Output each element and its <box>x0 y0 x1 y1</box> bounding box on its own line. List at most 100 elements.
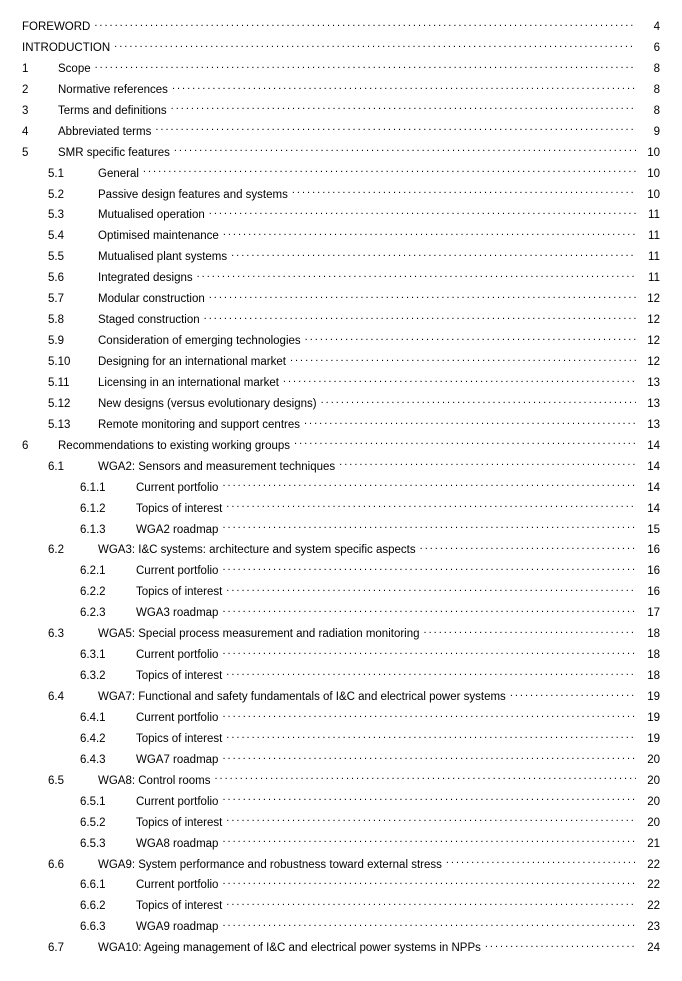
toc-entry-number: 6.5 <box>48 774 98 789</box>
toc-leader-dots <box>446 856 636 868</box>
toc-leader-dots <box>114 39 636 51</box>
toc-leader-dots <box>222 709 636 721</box>
toc-entry-title: Current portfolio <box>136 711 222 726</box>
toc-entry-page: 20 <box>636 753 660 768</box>
toc-entry-title: Current portfolio <box>136 564 222 579</box>
toc-entry: 6.6WGA9: System performance and robustne… <box>22 856 660 872</box>
toc-entry-page: 13 <box>636 397 660 412</box>
toc-leader-dots <box>143 165 636 177</box>
toc-entry-number: 6.1.2 <box>80 502 136 517</box>
toc-entry: 5.11Licensing in an international market… <box>22 374 660 390</box>
toc-entry-title: WGA9: System performance and robustness … <box>98 858 446 873</box>
toc-entry: 5.8Staged construction12 <box>22 312 660 328</box>
toc-page: FOREWORD4INTRODUCTION61Scope82Normative … <box>0 0 682 981</box>
toc-entry: 5.9Consideration of emerging technologie… <box>22 333 660 349</box>
toc-entry-title: Current portfolio <box>136 878 222 893</box>
toc-entry-number: 6.2.2 <box>80 585 136 600</box>
toc-entry-page: 16 <box>636 585 660 600</box>
toc-entry: 1Scope8 <box>22 60 660 76</box>
toc-entry-number: 5.12 <box>48 397 98 412</box>
toc-entry-title: WGA8 roadmap <box>136 837 222 852</box>
toc-entry-title: Integrated designs <box>98 271 197 286</box>
toc-entry-page: 13 <box>636 418 660 433</box>
toc-entry-page: 11 <box>636 229 660 244</box>
toc-leader-dots <box>226 814 636 826</box>
toc-entry-title: Current portfolio <box>136 648 222 663</box>
toc-entry-title: SMR specific features <box>58 146 174 161</box>
toc-entry-number: 1 <box>22 62 58 77</box>
toc-leader-dots <box>420 542 636 554</box>
toc-entry-number: 4 <box>22 125 58 140</box>
toc-entry-title: WGA3 roadmap <box>136 606 222 621</box>
toc-entry-number: 6.1.3 <box>80 523 136 538</box>
toc-entry-title: Normative references <box>58 83 172 98</box>
toc-entry-page: 19 <box>636 690 660 705</box>
toc-leader-dots <box>222 877 636 889</box>
toc-entry-number: 6.2.1 <box>80 564 136 579</box>
toc-entry-page: 19 <box>636 732 660 747</box>
toc-entry-number: 5.10 <box>48 355 98 370</box>
toc-entry-title: New designs (versus evolutionary designs… <box>98 397 321 412</box>
toc-entry-page: 9 <box>636 125 660 140</box>
toc-leader-dots <box>172 81 636 93</box>
toc-leader-dots <box>485 940 636 952</box>
toc-entry-page: 16 <box>636 543 660 558</box>
toc-leader-dots <box>222 605 636 617</box>
toc-leader-dots <box>222 479 636 491</box>
toc-leader-dots <box>222 793 636 805</box>
toc-entry-page: 4 <box>636 20 660 35</box>
toc-entry: 5.6Integrated designs11 <box>22 270 660 286</box>
toc-leader-dots <box>197 270 636 282</box>
toc-entry-page: 22 <box>636 878 660 893</box>
toc-leader-dots <box>283 374 636 386</box>
toc-entry: 6.5.2Topics of interest20 <box>22 814 660 830</box>
toc-leader-dots <box>214 772 636 784</box>
toc-entry-title: Modular construction <box>98 292 209 307</box>
toc-entry-title: WGA7: Functional and safety fundamentals… <box>98 690 510 705</box>
toc-entry-page: 6 <box>636 41 660 56</box>
toc-entry-page: 13 <box>636 376 660 391</box>
toc-entry: 6.1WGA2: Sensors and measurement techniq… <box>22 458 660 474</box>
toc-leader-dots <box>204 312 636 324</box>
toc-entry: 6.4.1Current portfolio19 <box>22 709 660 725</box>
toc-entry-page: 8 <box>636 83 660 98</box>
toc-entry-page: 11 <box>636 208 660 223</box>
toc-entry-number: 5.9 <box>48 334 98 349</box>
toc-leader-dots <box>321 395 636 407</box>
toc-entry-title: Current portfolio <box>136 795 222 810</box>
toc-entry-page: 8 <box>636 62 660 77</box>
toc-leader-dots <box>294 437 636 449</box>
toc-entry-number: 5.6 <box>48 271 98 286</box>
toc-entry-number: 5.7 <box>48 292 98 307</box>
toc-entry: 5.13Remote monitoring and support centre… <box>22 416 660 432</box>
toc-leader-dots <box>222 751 636 763</box>
toc-entry-title: Designing for an international market <box>98 355 290 370</box>
toc-leader-dots <box>222 919 636 931</box>
toc-entry-number: 5.2 <box>48 188 98 203</box>
toc-entry-page: 14 <box>636 439 660 454</box>
toc-entry-number: 5 <box>22 146 58 161</box>
toc-leader-dots <box>209 207 636 219</box>
toc-entry-number: 6 <box>22 439 58 454</box>
toc-leader-dots <box>226 730 636 742</box>
toc-entry-number: 2 <box>22 83 58 98</box>
toc-entry-page: 17 <box>636 606 660 621</box>
toc-entry: 5.2Passive design features and systems10 <box>22 186 660 202</box>
toc-leader-dots <box>226 668 636 680</box>
toc-entry-title: WGA7 roadmap <box>136 753 222 768</box>
toc-entry: 5.10Designing for an international marke… <box>22 354 660 370</box>
toc-entry-title: Topics of interest <box>136 732 226 747</box>
toc-entry: 6.5WGA8: Control rooms20 <box>22 772 660 788</box>
toc-entry: 6.2WGA3: I&C systems: architecture and s… <box>22 542 660 558</box>
toc-leader-dots <box>222 521 636 533</box>
toc-entry-title: Abbreviated terms <box>58 125 155 140</box>
toc-leader-dots <box>155 123 636 135</box>
toc-entry-title: Licensing in an international market <box>98 376 283 391</box>
toc-entry: 6.3.2Topics of interest18 <box>22 668 660 684</box>
toc-entry-title: Passive design features and systems <box>98 188 292 203</box>
toc-leader-dots <box>222 835 636 847</box>
toc-entry-number: 6.2 <box>48 543 98 558</box>
toc-entry-page: 20 <box>636 816 660 831</box>
toc-entry: 6.7WGA10: Ageing management of I&C and e… <box>22 940 660 956</box>
toc-entry-title: Topics of interest <box>136 899 226 914</box>
